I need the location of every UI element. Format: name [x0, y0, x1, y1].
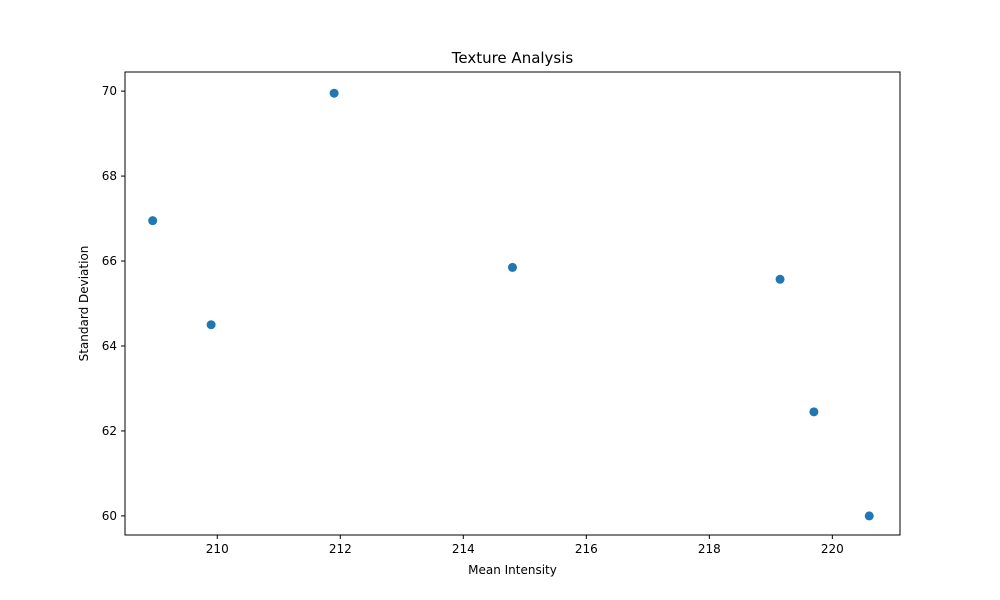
x-axis-label: Mean Intensity [468, 563, 557, 577]
data-points [148, 88, 874, 521]
y-tick-label: 66 [102, 254, 117, 268]
y-axis-label: Standard Deviation [77, 246, 91, 362]
plot-area-frame [124, 71, 901, 536]
x-tick-label: 210 [206, 542, 229, 556]
y-tick-label: 70 [102, 84, 117, 98]
x-tick-label: 216 [575, 542, 598, 556]
data-point [148, 216, 158, 226]
y-tick-label: 68 [102, 169, 117, 183]
data-point [864, 511, 874, 521]
data-point [775, 274, 785, 284]
data-point [809, 407, 819, 417]
x-tick-label: 220 [821, 542, 844, 556]
x-tick-label: 212 [329, 542, 352, 556]
x-axis-ticks: 210 212 214 216 218 220 [206, 535, 844, 556]
data-point [329, 88, 339, 98]
data-point [508, 262, 517, 272]
data-point [206, 320, 216, 330]
x-tick-label: 214 [452, 542, 475, 556]
chart-title: Texture Analysis [451, 49, 574, 67]
y-tick-label: 60 [102, 509, 117, 523]
y-tick-label: 62 [102, 424, 117, 438]
y-tick-label: 64 [102, 339, 117, 353]
x-tick-label: 218 [698, 542, 721, 556]
y-axis-ticks: 60 62 64 66 68 70 [102, 84, 125, 523]
